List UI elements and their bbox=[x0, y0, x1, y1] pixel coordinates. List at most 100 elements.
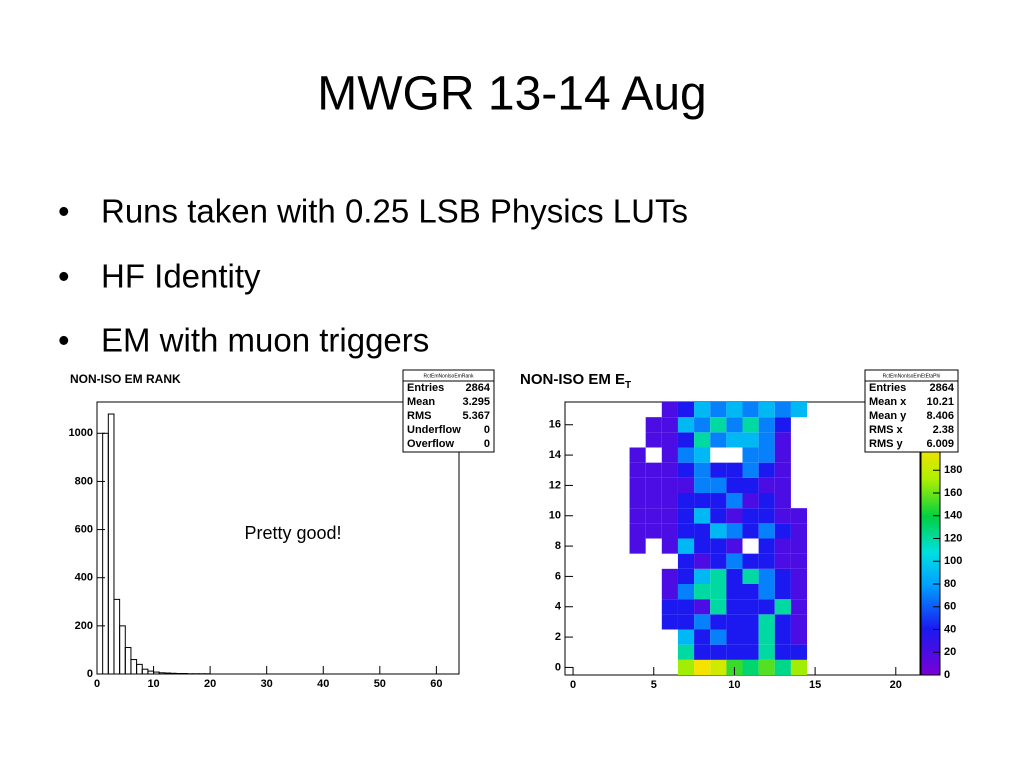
heatmap-cell bbox=[678, 645, 694, 660]
heatmap-cell bbox=[791, 645, 807, 660]
color-bar-label: 60 bbox=[944, 601, 956, 613]
heatmap-cell bbox=[775, 478, 791, 493]
heatmap-cell bbox=[759, 523, 775, 538]
heatmap-cell bbox=[662, 599, 678, 614]
heatmap-cell bbox=[710, 432, 726, 447]
heatmap-cell bbox=[743, 523, 759, 538]
heatmap-cell bbox=[775, 569, 791, 584]
heatmap-cell bbox=[630, 523, 646, 538]
y-tick-label: 1000 bbox=[69, 427, 93, 439]
annotation: Pretty good! bbox=[244, 523, 341, 543]
heatmap-cell bbox=[710, 478, 726, 493]
heatmap-cell bbox=[662, 508, 678, 523]
heatmap-cell bbox=[678, 463, 694, 478]
heatmap-cell bbox=[678, 508, 694, 523]
heatmap-cell bbox=[759, 599, 775, 614]
heatmap-cell bbox=[743, 645, 759, 660]
heatmap-cell bbox=[710, 539, 726, 554]
stats-label: Mean bbox=[407, 396, 435, 408]
stats-label: Mean x bbox=[869, 396, 907, 408]
heatmap-cell bbox=[662, 569, 678, 584]
y-tick-label: 8 bbox=[555, 540, 561, 552]
heatmap-cell bbox=[710, 614, 726, 629]
x-tick-label: 20 bbox=[890, 679, 902, 691]
heatmap-cell bbox=[726, 614, 742, 629]
color-bar-label: 120 bbox=[944, 532, 962, 544]
heatmap-cell bbox=[759, 478, 775, 493]
heatmap-cell bbox=[743, 417, 759, 432]
heatmap-cell bbox=[775, 645, 791, 660]
heatmap-cell bbox=[791, 660, 807, 675]
histogram-bar bbox=[120, 626, 126, 674]
heatmap-cell bbox=[694, 539, 710, 554]
heatmap-cell bbox=[646, 523, 662, 538]
heatmap-cell bbox=[694, 614, 710, 629]
stats-label: RMS x bbox=[869, 424, 904, 436]
heatmap-cell bbox=[759, 554, 775, 569]
heatmap-cell bbox=[630, 463, 646, 478]
heatmap-cell bbox=[662, 584, 678, 599]
heatmap-cell bbox=[743, 478, 759, 493]
x-tick-label: 20 bbox=[204, 678, 216, 690]
heatmap-cell bbox=[646, 432, 662, 447]
bullet-list: • Runs taken with 0.25 LSB Physics LUTs … bbox=[58, 193, 688, 359]
bullet: HF Identity bbox=[101, 258, 261, 295]
heatmap-cell bbox=[694, 584, 710, 599]
stats-label: Entries bbox=[407, 382, 444, 394]
x-tick-label: 40 bbox=[317, 678, 329, 690]
y-tick-label: 200 bbox=[75, 620, 93, 632]
color-bar-label: 100 bbox=[944, 555, 962, 567]
heatmap-cell bbox=[710, 630, 726, 645]
heatmap-cell bbox=[710, 508, 726, 523]
x-tick-label: 15 bbox=[809, 679, 821, 691]
heatmap-cell bbox=[759, 448, 775, 463]
heatmap-cell bbox=[694, 463, 710, 478]
heatmap-cell bbox=[630, 493, 646, 508]
heatmap-cell bbox=[726, 584, 742, 599]
histogram-bar bbox=[103, 433, 109, 674]
heatmap-cell bbox=[726, 539, 742, 554]
heatmap-cell bbox=[743, 569, 759, 584]
heatmap-cell bbox=[775, 539, 791, 554]
bullet-dot: • bbox=[58, 322, 70, 359]
heatmap-cell bbox=[678, 630, 694, 645]
heatmap-cell bbox=[694, 599, 710, 614]
heatmap-cell bbox=[759, 417, 775, 432]
heatmap-cell bbox=[710, 402, 726, 417]
stats-label: RMS y bbox=[869, 438, 904, 450]
y-tick-label: 0 bbox=[555, 661, 561, 673]
heatmap-cell bbox=[694, 493, 710, 508]
heatmap-cell bbox=[646, 463, 662, 478]
heatmap-cell bbox=[710, 599, 726, 614]
heatmap-cell bbox=[678, 660, 694, 675]
heatmap-cell bbox=[743, 554, 759, 569]
heatmap-cell bbox=[694, 660, 710, 675]
histogram-bar bbox=[108, 414, 114, 674]
y-tick-label: 2 bbox=[555, 631, 561, 643]
heatmap-cell bbox=[694, 417, 710, 432]
stats-label: RMS bbox=[407, 410, 431, 422]
heatmap-cell bbox=[759, 402, 775, 417]
heatmap-cell bbox=[694, 402, 710, 417]
heatmap-cell bbox=[662, 417, 678, 432]
heatmap-cell bbox=[743, 463, 759, 478]
heatmap-cell bbox=[710, 660, 726, 675]
y-tick-label: 600 bbox=[75, 523, 93, 535]
heatmap-cell bbox=[678, 402, 694, 417]
heatmap-cell bbox=[726, 569, 742, 584]
heatmap-cell bbox=[743, 614, 759, 629]
heatmap-cell bbox=[759, 584, 775, 599]
heatmap-cell bbox=[791, 539, 807, 554]
heatmap-cell bbox=[775, 463, 791, 478]
heatmap-cell bbox=[775, 448, 791, 463]
heatmap-cell bbox=[630, 478, 646, 493]
heatmap-cell bbox=[710, 523, 726, 538]
heatmap-cell bbox=[662, 463, 678, 478]
x-tick-label: 10 bbox=[728, 679, 740, 691]
heatmap-cell bbox=[775, 614, 791, 629]
heatmap-cell bbox=[726, 478, 742, 493]
heatmap-cell bbox=[630, 539, 646, 554]
heatmap-cell bbox=[743, 508, 759, 523]
heatmap-cell bbox=[678, 539, 694, 554]
